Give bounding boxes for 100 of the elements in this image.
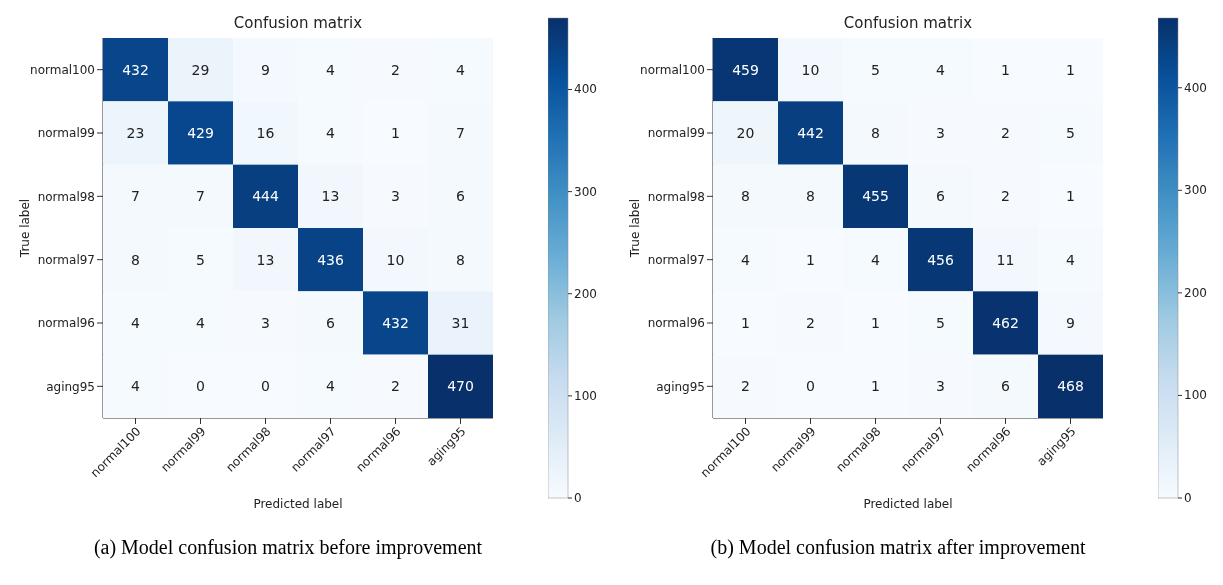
data-label: 8 [741, 188, 750, 205]
data-label: 3 [936, 378, 945, 395]
data-label: 444 [252, 188, 279, 205]
data-label: 1 [741, 315, 750, 331]
data-label: 6 [326, 315, 336, 331]
y-tick-label: normal100 [30, 62, 95, 77]
x-axis-title: Predicted label [863, 497, 953, 511]
data-label: 29 [191, 61, 210, 78]
data-label: 2 [391, 378, 400, 395]
data-label: 10 [801, 61, 820, 78]
data-label: 3 [936, 125, 945, 141]
data-label: 23 [126, 125, 145, 141]
x-axis-title: Predicted label [253, 497, 343, 511]
data-label: 456 [927, 251, 954, 268]
data-label: 4 [871, 251, 881, 268]
color-bar-label: 0 [574, 491, 582, 505]
data-label: 0 [261, 378, 270, 395]
data-label: 6 [936, 188, 946, 205]
data-label: 455 [862, 188, 889, 205]
data-label: 2 [391, 61, 400, 78]
data-label: 1 [1066, 188, 1075, 205]
data-label: 4 [456, 61, 466, 78]
y-tick-label: aging95 [656, 379, 705, 394]
data-label: 1 [391, 125, 400, 141]
y-tick-label: normal96 [647, 316, 705, 331]
data-label: 442 [797, 125, 824, 141]
y-tick-label: normal98 [37, 189, 95, 204]
data-label: 1 [1066, 61, 1075, 78]
y-axis-title: True label [18, 198, 33, 259]
data-label: 13 [321, 188, 340, 205]
y-tick-label: normal100 [640, 62, 705, 77]
data-label: 13 [256, 251, 275, 268]
y-tick-label: normal96 [37, 316, 95, 331]
data-label: 6 [456, 188, 466, 205]
color-bar-label: 0 [1184, 491, 1192, 505]
data-label: 462 [992, 315, 1019, 331]
data-label: 5 [871, 61, 880, 78]
data-label: 2 [741, 378, 750, 395]
y-tick-label: normal98 [647, 189, 705, 204]
data-label: 1 [1001, 61, 1010, 78]
data-label: 9 [261, 61, 270, 78]
y-axis-title: True label [628, 198, 643, 259]
data-label: 5 [936, 315, 945, 331]
data-label: 31 [451, 315, 470, 331]
y-tick-label: normal97 [647, 252, 705, 267]
data-label: 2 [1001, 188, 1010, 205]
data-label: 16 [256, 125, 275, 141]
data-label: 1 [871, 315, 880, 331]
data-label: 4 [936, 61, 946, 78]
data-label: 4 [131, 378, 141, 395]
color-bar-label: 400 [574, 82, 597, 97]
data-label: 5 [196, 251, 205, 268]
data-label: 4 [1066, 251, 1076, 268]
color-bar-label: 100 [1184, 388, 1207, 403]
color-bar-label: 200 [574, 286, 597, 301]
data-label: 468 [1057, 378, 1084, 395]
color-bar-label: 400 [1184, 80, 1207, 95]
data-label: 8 [456, 251, 465, 268]
data-label: 432 [382, 315, 409, 331]
data-label: 4 [131, 315, 141, 331]
color-bar-label: 100 [574, 388, 597, 403]
data-label: 3 [391, 188, 400, 205]
y-tick-label: normal99 [647, 126, 705, 141]
data-label: 436 [317, 251, 344, 268]
data-label: 9 [1066, 315, 1075, 331]
data-label: 8 [806, 188, 815, 205]
data-label: 429 [187, 125, 214, 141]
data-label: 20 [736, 125, 755, 141]
data-label: 4 [326, 61, 336, 78]
chart-title: Confusion matrix [843, 14, 973, 32]
data-label: 5 [1066, 125, 1075, 141]
data-label: 470 [447, 378, 474, 395]
data-label: 6 [1001, 378, 1011, 395]
data-label: 7 [456, 125, 465, 141]
data-label: 432 [122, 61, 149, 78]
data-label: 0 [196, 378, 205, 395]
data-label: 8 [871, 125, 880, 141]
data-label: 1 [806, 251, 815, 268]
data-label: 4 [326, 125, 336, 141]
data-label: 4 [196, 315, 206, 331]
y-tick-label: aging95 [46, 379, 95, 394]
data-label: 4 [741, 251, 751, 268]
data-label: 1 [871, 378, 880, 395]
data-label: 4 [326, 378, 336, 395]
data-label: 459 [732, 61, 759, 78]
color-bar-label: 300 [1184, 183, 1207, 198]
color-bar-label: 300 [574, 184, 597, 199]
text: (a) Model confusion matrix before improvement [92, 536, 484, 559]
data-label: 7 [196, 188, 205, 205]
y-tick-label: normal97 [37, 252, 95, 267]
data-label: 7 [131, 188, 140, 205]
data-label: 2 [806, 315, 815, 331]
data-label: 10 [386, 251, 405, 268]
chart-title: Confusion matrix [233, 14, 363, 32]
data-label: 3 [261, 315, 270, 331]
text: (b) Model confusion matrix after improvement [709, 536, 1087, 559]
data-label: 2 [1001, 125, 1010, 141]
y-tick-label: normal99 [37, 126, 95, 141]
data-label: 0 [806, 378, 815, 395]
data-label: 11 [996, 251, 1015, 268]
